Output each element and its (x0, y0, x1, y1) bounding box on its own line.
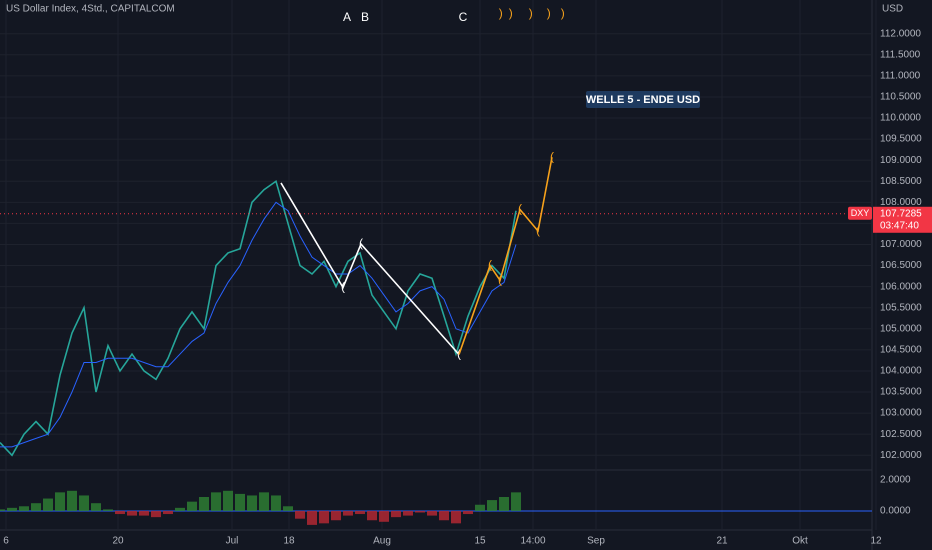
osc-bar (319, 510, 329, 524)
y-tick-label: 112.0000 (880, 28, 921, 39)
osc-bar (391, 510, 401, 518)
osc-bar (223, 490, 233, 511)
osc-bar (163, 510, 173, 515)
y-tick-label: 106.0000 (880, 281, 922, 292)
y-tick-label: 104.5000 (880, 345, 922, 356)
y-tick-label: 110.5000 (880, 92, 921, 103)
annotation: WELLE 5 - ENDE USD (586, 94, 700, 106)
osc-bar (67, 490, 77, 511)
symbol-label: DXY (851, 208, 870, 218)
osc-bar (271, 495, 281, 511)
axis-unit: USD (882, 4, 903, 15)
osc-bar (259, 492, 269, 511)
y-tick-label: 109.5000 (880, 134, 922, 145)
annotation-box (586, 91, 700, 108)
osc-bar (91, 503, 101, 511)
price-box (873, 206, 932, 233)
osc-tick-label: 0.0000 (880, 506, 911, 517)
y-tick-label: 110.0000 (880, 113, 921, 124)
osc-bar (139, 510, 149, 516)
y-tick-label: 109.0000 (880, 155, 922, 166)
osc-bar (0, 509, 5, 511)
osc-bar (355, 510, 365, 515)
y-tick-label: 108.0000 (880, 197, 922, 208)
osc-bar (115, 510, 125, 515)
y-tick-label: 108.5000 (880, 176, 922, 187)
y-tick-label: 105.5000 (880, 302, 922, 313)
osc-bar (103, 509, 113, 511)
y-tick-label: 103.5000 (880, 387, 922, 398)
chart-title: US Dollar Index, 4Std., CAPITALCOM (6, 4, 175, 15)
y-tick-label: 106.5000 (880, 260, 922, 271)
x-tick-label: 21 (716, 536, 728, 547)
osc-bar (499, 497, 509, 511)
osc-bar (43, 498, 53, 511)
osc-bar (367, 510, 377, 521)
y-tick-label: 111.0000 (880, 71, 921, 82)
x-tick-label: 6 (3, 536, 9, 547)
osc-bar (19, 506, 29, 511)
osc-bar (307, 510, 317, 525)
osc-bar (31, 503, 41, 511)
osc-bar (463, 510, 473, 515)
countdown: 03:47:40 (880, 220, 919, 231)
osc-bar (235, 493, 245, 511)
x-tick-label: 18 (283, 536, 295, 547)
osc-bar (7, 507, 17, 511)
osc-bar (199, 497, 209, 511)
osc-bar (427, 510, 437, 516)
x-tick-label: 20 (112, 536, 124, 547)
abc-wave (280, 182, 460, 356)
osc-bar (211, 492, 221, 511)
x-tick-label: Aug (373, 536, 391, 547)
price-line (0, 201, 517, 448)
osc-bar (187, 501, 197, 511)
x-tick-label: Sep (587, 536, 605, 547)
osc-bar (487, 500, 497, 511)
osc-bar (151, 510, 161, 518)
osc-bar (451, 510, 461, 524)
osc-bar (283, 506, 293, 511)
impulse-wave (458, 157, 553, 355)
osc-bar (79, 495, 89, 511)
osc-bar (379, 510, 389, 522)
x-tick-label: Okt (792, 536, 808, 547)
osc-bar (175, 507, 185, 511)
osc-bar (55, 492, 65, 511)
osc-bar (127, 510, 137, 516)
osc-bar (343, 510, 353, 516)
symbol-box (848, 206, 872, 220)
osc-bar (475, 504, 485, 511)
price-line (0, 179, 517, 457)
y-tick-label: 111.5000 (880, 49, 921, 60)
osc-bar (511, 492, 521, 511)
osc-bar (439, 510, 449, 521)
y-tick-label: 103.0000 (880, 408, 922, 419)
y-tick-label: 107.0000 (880, 239, 922, 250)
x-tick-label: 12 (870, 536, 882, 547)
osc-bar (295, 510, 305, 519)
osc-bar (331, 510, 341, 521)
y-tick-label: 102.0000 (880, 450, 922, 461)
y-tick-label: 104.0000 (880, 366, 922, 377)
osc-tick-label: 2.0000 (880, 475, 911, 486)
osc-bar (415, 510, 425, 513)
price-label: 107.7285 (880, 208, 922, 219)
osc-bar (247, 495, 257, 511)
x-tick-label: Jul (226, 536, 239, 547)
osc-bar (403, 510, 413, 516)
y-tick-label: 105.0000 (880, 323, 922, 334)
y-tick-label: 102.5000 (880, 429, 922, 440)
x-tick-label: 15 (474, 536, 486, 547)
x-tick-label: 14:00 (520, 536, 545, 547)
